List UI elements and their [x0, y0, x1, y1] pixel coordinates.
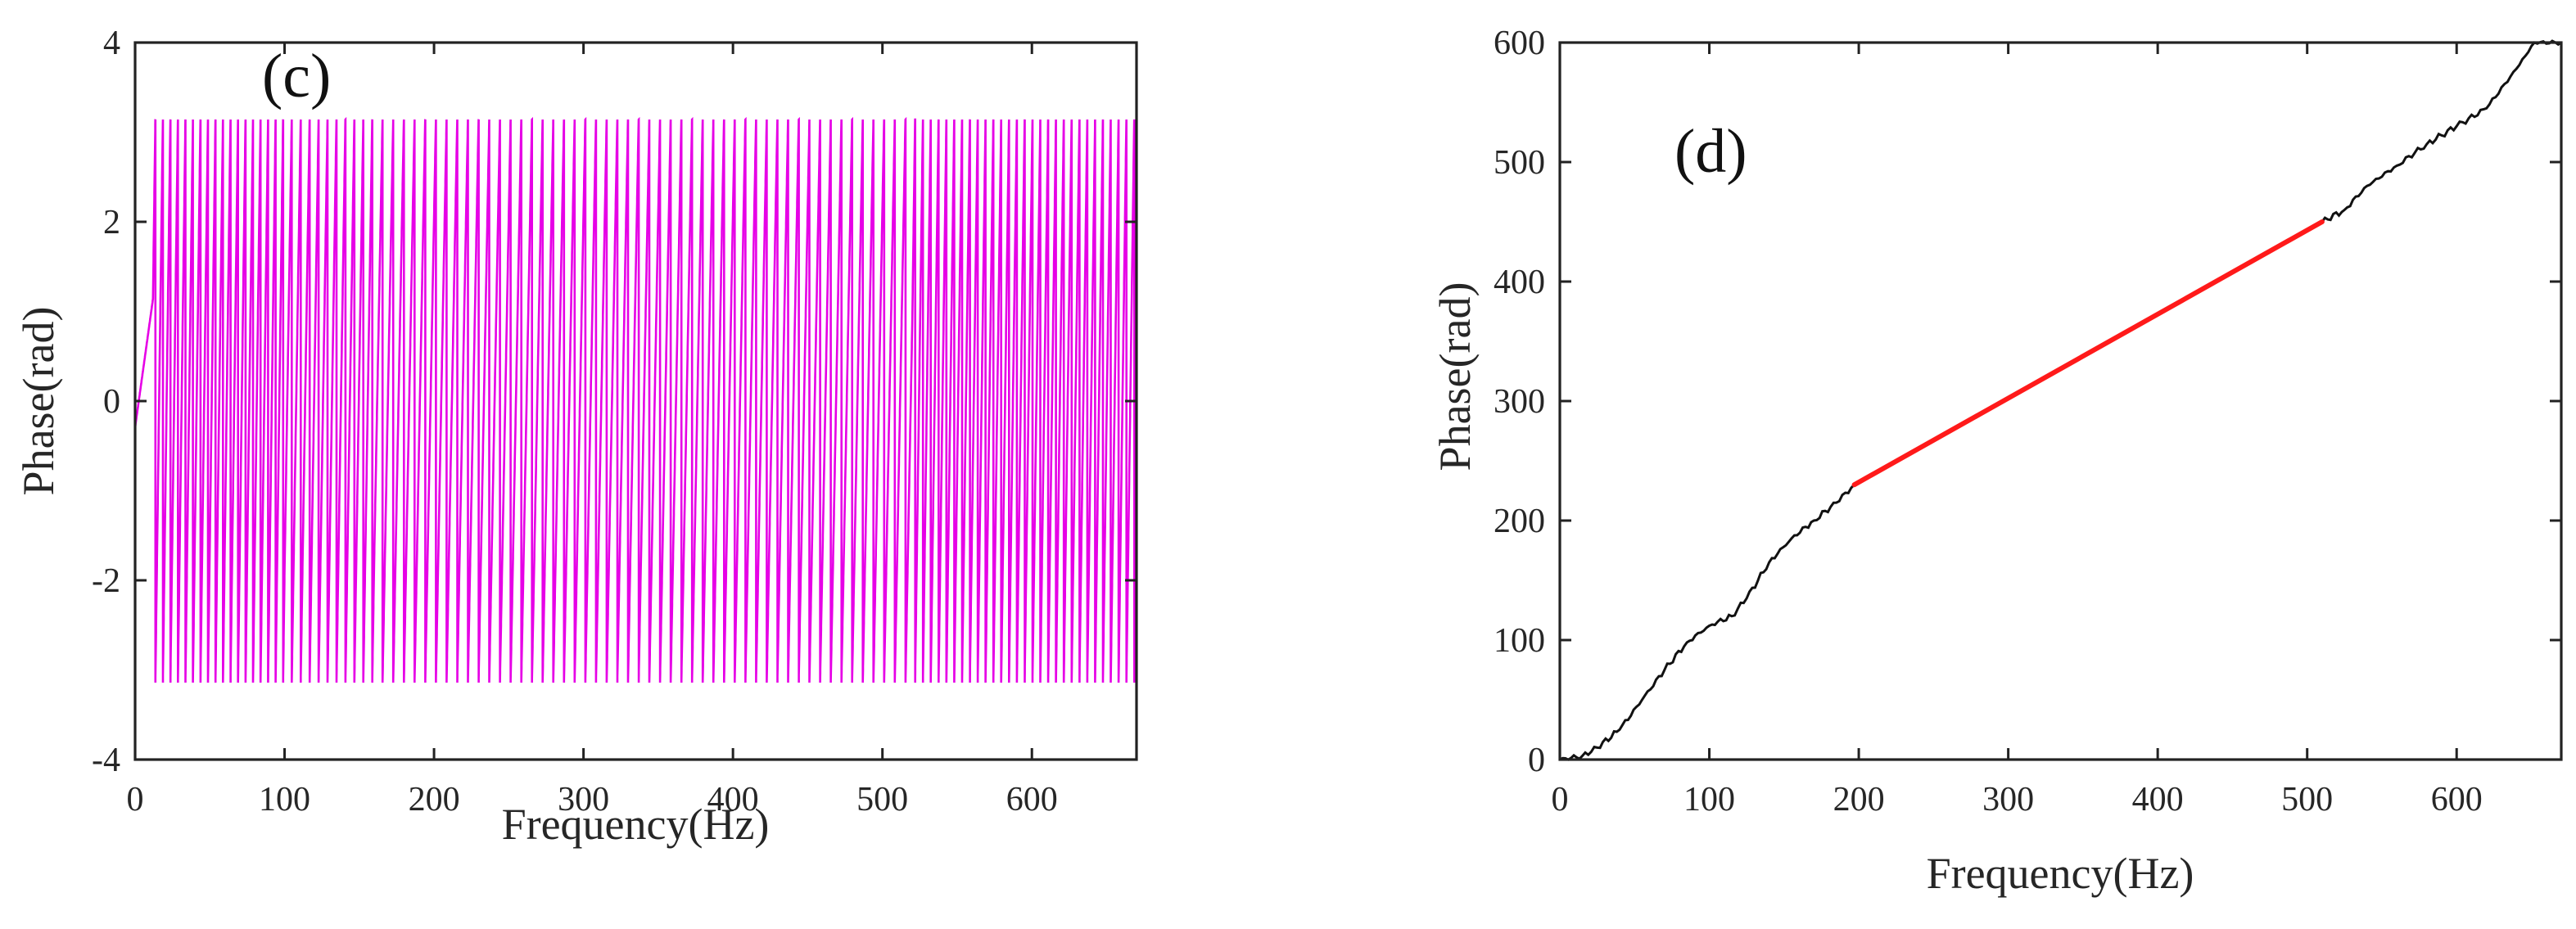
chart-c: 0 100 200 300 400 500 600 -4 -2 0 2 4 (c) Frequency… [14, 25, 1138, 849]
c-y-tick-label: 0 [103, 383, 120, 421]
d-y-tick-label: 600 [1494, 25, 1545, 62]
d-panel-label: (d) [1674, 117, 1747, 186]
d-x-tick-label: 0 [1552, 781, 1569, 819]
c-x-tick-label: 200 [409, 781, 460, 819]
d-fit-line [1851, 219, 2325, 488]
c-ticks: 0 100 200 300 400 500 600 -4 -2 0 2 4 [92, 25, 1137, 819]
c-x-tick-label: 300 [558, 781, 609, 819]
d-phase-line [1559, 39, 2562, 761]
c-axes-frame [133, 41, 1138, 761]
d-ticks: 0 100 200 300 400 500 600 0 100 200 300 400 500 600 [1494, 25, 2561, 819]
c-y-tick-label: -2 [92, 562, 120, 600]
d-x-tick-label: 200 [1833, 781, 1885, 819]
d-y-tick-label: 400 [1494, 264, 1545, 301]
c-y-tick-label: 2 [103, 204, 120, 241]
c-phase-line [133, 116, 1138, 683]
d-ylabel: Phase(rad) [1430, 282, 1480, 471]
d-y-tick-label: 300 [1494, 383, 1545, 421]
c-x-tick-label: 0 [127, 781, 144, 819]
d-axes-frame [1558, 41, 2563, 761]
c-x-tick-label: 600 [1006, 781, 1058, 819]
c-y-tick-label: -4 [92, 742, 120, 779]
chart-d: 0 100 200 300 400 500 600 0 100 200 300 400 500 600 (… [1430, 25, 2563, 898]
d-x-tick-label: 400 [2132, 781, 2184, 819]
d-y-tick-label: 500 [1494, 144, 1545, 182]
d-x-tick-label: 100 [1683, 781, 1735, 819]
c-y-tick-label: 4 [103, 25, 120, 62]
c-panel-label: (c) [262, 42, 331, 110]
c-xlabel: Frequency(Hz) [502, 800, 770, 849]
d-y-tick-label: 0 [1528, 742, 1545, 779]
c-ylabel: Phase(rad) [14, 307, 63, 496]
c-x-tick-label: 500 [856, 781, 908, 819]
d-x-tick-label: 300 [1982, 781, 2034, 819]
d-y-tick-label: 200 [1494, 503, 1545, 540]
d-x-tick-label: 600 [2431, 781, 2483, 819]
c-x-tick-label: 400 [707, 781, 759, 819]
d-y-tick-label: 100 [1494, 622, 1545, 660]
d-xlabel: Frequency(Hz) [1927, 849, 2194, 898]
d-x-tick-label: 500 [2281, 781, 2333, 819]
c-x-tick-label: 100 [259, 781, 310, 819]
